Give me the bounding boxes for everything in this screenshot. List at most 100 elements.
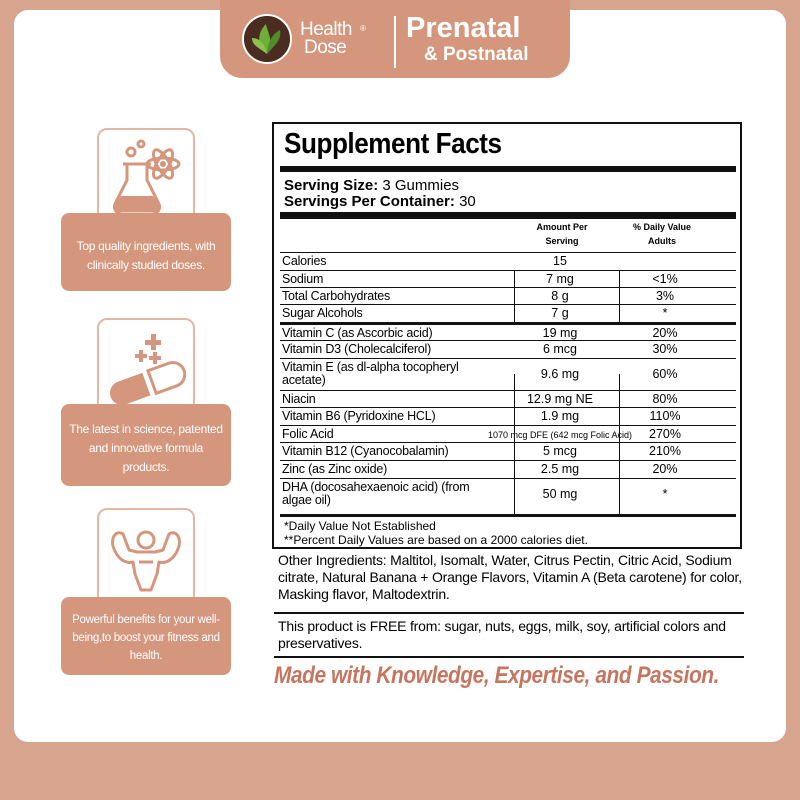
feature-text-quality: Top quality ingredients, with clinically… [61, 213, 231, 291]
nutrient-amount: 2.5 mg [540, 462, 580, 476]
nutrient-amount: 6 mcg [542, 342, 578, 356]
facts-row: Vitamin E (as dl-alpha tocopheryl acetate… [280, 358, 736, 390]
product-title: Prenatal [406, 12, 521, 44]
facts-row: Calories 15 [280, 252, 736, 270]
facts-row: Niacin 12.9 mg NE 80% [280, 390, 736, 407]
column-divider [514, 270, 515, 322]
serving-size: Serving Size: 3 Gummies [284, 178, 459, 194]
nutrient-name: Vitamin B6 (Pyridoxine HCL) [282, 409, 436, 423]
nutrient-amount: 7 mg [546, 272, 574, 286]
facts-row: DHA (docosahexaenoic acid) (from algae oi… [280, 478, 736, 512]
nutrient-name-line: Sodium [282, 272, 324, 286]
servings-label: Servings Per Container: [284, 193, 455, 210]
col-head-dv-line2: Adults [648, 236, 676, 246]
serving-size-label: Serving Size: [284, 177, 379, 194]
nutrient-daily-value: * [662, 487, 668, 501]
nutrient-amount: 1070 mcg DFE (642 mcg Folic Acid) [487, 430, 633, 440]
nutrient-daily-value: 270% [649, 427, 681, 441]
nutrient-daily-value: 110% [649, 409, 681, 423]
nutrient-daily-value: 3% [655, 289, 675, 303]
nutrient-daily-value: 210% [649, 444, 681, 458]
facts-row: Sugar Alcohols 7 g * [280, 304, 736, 322]
nutrient-amount: 19 mg [542, 326, 578, 340]
col-head-daily-value: % Daily Value Adults [612, 220, 712, 248]
brand-name-line2: Dose [304, 37, 347, 58]
free-from-statement: This product is FREE from: sugar, nuts, … [278, 618, 726, 651]
nutrient-name-line: Folic Acid [282, 427, 334, 441]
nutrient-name: Calories [282, 255, 326, 268]
brand-registered-mark: ® [360, 24, 366, 33]
facts-row: Zinc (as Zinc oxide) 2.5 mg 20% [280, 460, 736, 478]
nutrient-daily-value: 80% [652, 392, 678, 406]
divider-tagline [274, 656, 744, 658]
nutrient-daily-value: <1% [652, 272, 678, 286]
nutrient-name-line: Sugar Alcohols [282, 306, 363, 320]
column-divider [619, 374, 620, 514]
divider-free-from [274, 612, 744, 614]
nutrient-name: Zinc (as Zinc oxide) [282, 463, 387, 476]
feature-text-benefits: Powerful benefits for your well-being,to… [61, 597, 231, 675]
nutrient-amount: 1.9 mg [540, 409, 580, 423]
facts-row: Vitamin C (as Ascorbic acid) 19 mg 20% [280, 322, 736, 340]
facts-row: Folic Acid 1070 mcg DFE (642 mcg Folic Ac… [280, 425, 736, 442]
nutrient-amount: 9.6 mg [540, 367, 580, 381]
facts-title: Supplement Facts [284, 128, 502, 160]
strong-man-icon [97, 508, 195, 606]
nutrient-daily-value: 20% [652, 326, 678, 340]
nutrient-name: Vitamin E (as dl-alpha tocopheryl acetate… [282, 361, 459, 387]
capsule-plus-icon [97, 318, 195, 416]
nutrient-name-line: DHA (docosahexaenoic acid) (from [282, 480, 470, 494]
facts-row: Vitamin B6 (Pyridoxine HCL) 1.9 mg 110% [280, 407, 736, 425]
column-divider [514, 374, 515, 514]
tagline: Made with Knowledge, Expertise, and Pass… [274, 662, 719, 689]
nutrient-name: Total Carbohydrates [282, 290, 390, 303]
nutrient-daily-value: * [662, 306, 668, 320]
facts-row: Vitamin D3 (Cholecalciferol) 6 mcg 30% [280, 340, 736, 358]
leaf-logo-icon [242, 14, 292, 64]
nutrient-name-line: Vitamin B6 (Pyridoxine HCL) [282, 409, 436, 423]
feature-text-science: The latest in science, patented and inno… [61, 404, 231, 486]
servings-value: 30 [459, 193, 476, 210]
facts-top-bar [280, 166, 736, 172]
nutrient-name-line: Niacin [282, 392, 316, 406]
supplement-facts-panel: Supplement Facts Serving Size: 3 Gummies… [272, 122, 742, 549]
col-head-amount-line2: Serving [545, 236, 579, 246]
nutrient-name: Vitamin C (as Ascorbic acid) [282, 326, 433, 340]
nutrient-name: Folic Acid [282, 428, 334, 441]
nutrient-name: Niacin [282, 393, 316, 406]
nutrient-name-line: Zinc (as Zinc oxide) [282, 462, 388, 476]
facts-row: Total Carbohydrates 8 g 3% [280, 287, 736, 304]
nutrient-name-line: Vitamin B12 (Cyanocobalamin) [282, 444, 449, 458]
nutrient-daily-value: 60% [652, 367, 678, 381]
facts-row: Sodium 7 mg <1% [280, 270, 736, 287]
nutrient-name-line: Vitamin E (as dl-alpha tocopheryl [282, 360, 459, 374]
nutrient-name-line: Vitamin C (as Ascorbic acid) [282, 326, 433, 340]
nutrient-name: Vitamin D3 (Cholecalciferol) [282, 343, 431, 356]
facts-mid-bar [280, 212, 736, 219]
footnote-percent: **Percent Daily Values are based on a 20… [284, 533, 588, 547]
nutrient-name: Vitamin B12 (Cyanocobalamin) [282, 444, 449, 458]
column-divider [619, 270, 620, 322]
nutrient-amount: 50 mg [542, 487, 578, 501]
product-subtitle: & Postnatal [424, 44, 529, 65]
serving-size-value: 3 Gummies [382, 177, 460, 194]
nutrient-daily-value: 20% [652, 462, 678, 476]
nutrient-amount: 5 mcg [542, 444, 578, 458]
col-head-amount: Amount Per Serving [512, 220, 612, 248]
nutrient-name-line: Total Carbohydrates [282, 289, 391, 303]
nutrient-name: Sugar Alcohols [282, 307, 363, 320]
nutrient-name: DHA (docosahexaenoic acid) (from algae oi… [282, 480, 470, 507]
nutrient-name-line: algae oil) [282, 493, 331, 507]
nutrient-amount: 8 g [551, 289, 569, 303]
facts-bottom-bar [280, 514, 736, 517]
nutrient-daily-value: 30% [652, 342, 678, 356]
nutrient-name-line: Vitamin D3 (Cholecalciferol) [282, 342, 432, 356]
nutrient-name-line: Calories [282, 254, 327, 268]
header-divider [394, 16, 396, 68]
servings-per-container: Servings Per Container: 30 [284, 194, 476, 210]
nutrient-name-line: acetate) [282, 373, 326, 387]
nutrient-amount: 7 g [551, 306, 569, 320]
brand-name-line1: Health [300, 19, 352, 40]
facts-row: Vitamin B12 (Cyanocobalamin) 5 mcg 210% [280, 442, 736, 460]
footnote-dv: *Daily Value Not Established [284, 519, 436, 533]
